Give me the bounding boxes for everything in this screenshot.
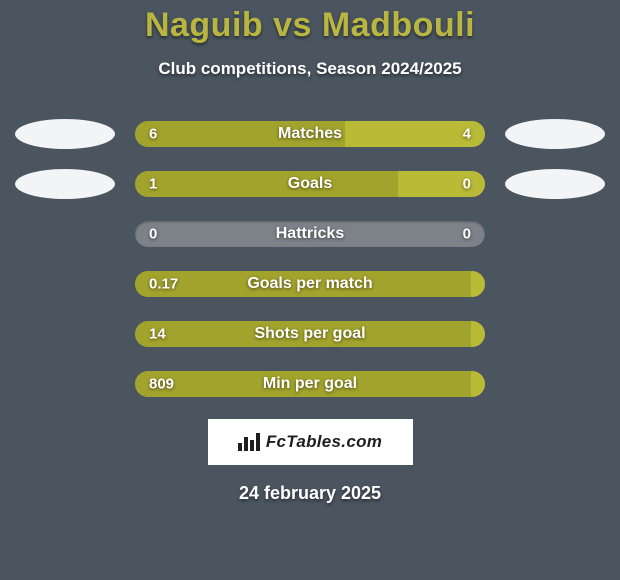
player-right-avatar — [505, 169, 605, 199]
avatar-spacer — [15, 219, 115, 249]
stat-label: Goals per match — [135, 275, 485, 293]
avatar-spacer — [15, 319, 115, 349]
stat-value-left: 14 — [149, 326, 166, 343]
stat-value-left: 809 — [149, 376, 174, 393]
stat-label: Goals — [135, 175, 485, 193]
stat-label: Min per goal — [135, 375, 485, 393]
stat-bar: Min per goal809 — [135, 371, 485, 397]
avatar-spacer — [505, 219, 605, 249]
player-right-avatar — [505, 119, 605, 149]
stat-bar: Hattricks0 0 — [135, 221, 485, 247]
player-left-avatar — [15, 169, 115, 199]
avatar-spacer — [15, 269, 115, 299]
stat-value-left: 1 — [149, 176, 157, 193]
player-left-avatar — [15, 119, 115, 149]
stat-row: Shots per goal14 — [0, 319, 620, 349]
stat-value-left: 0 — [149, 226, 157, 243]
stat-bar: Goals per match0.17 — [135, 271, 485, 297]
comparison-card: Naguib vs Madbouli Club competitions, Se… — [0, 0, 620, 580]
avatar-spacer — [505, 369, 605, 399]
stat-row: Matches6 4 — [0, 119, 620, 149]
date-label: 24 february 2025 — [0, 483, 620, 504]
stat-label: Shots per goal — [135, 325, 485, 343]
subtitle: Club competitions, Season 2024/2025 — [0, 59, 620, 79]
stat-row: Hattricks0 0 — [0, 219, 620, 249]
source-badge: FcTables.com — [208, 419, 413, 465]
badge-text: FcTables.com — [266, 432, 382, 452]
stat-bar: Shots per goal14 — [135, 321, 485, 347]
stat-row: Goals1 0 — [0, 169, 620, 199]
avatar-spacer — [505, 269, 605, 299]
stat-value-left: 6 — [149, 126, 157, 143]
page-title: Naguib vs Madbouli — [0, 0, 620, 45]
stat-row: Min per goal809 — [0, 369, 620, 399]
stat-value-right: 4 — [463, 126, 471, 143]
stat-bar: Goals1 0 — [135, 171, 485, 197]
stat-bar: Matches6 4 — [135, 121, 485, 147]
chart-icon — [238, 433, 260, 451]
stat-label: Matches — [135, 125, 485, 143]
stat-value-right: 0 — [463, 176, 471, 193]
stat-row: Goals per match0.17 — [0, 269, 620, 299]
stat-value-left: 0.17 — [149, 276, 178, 293]
stat-label: Hattricks — [135, 225, 485, 243]
avatar-spacer — [505, 319, 605, 349]
stat-rows: Matches64Goals10Hattricks00Goals per mat… — [0, 119, 620, 399]
stat-value-right: 0 — [463, 226, 471, 243]
avatar-spacer — [15, 369, 115, 399]
